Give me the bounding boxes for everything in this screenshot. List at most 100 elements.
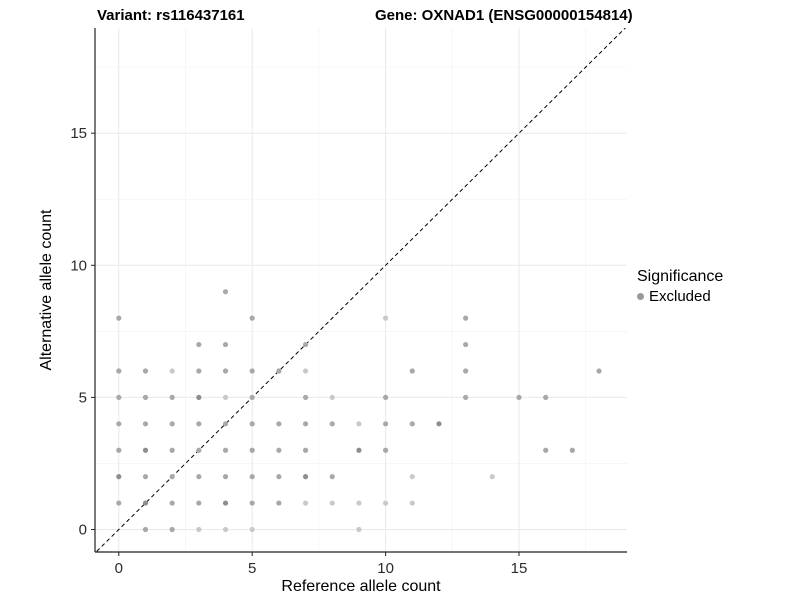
data-point	[169, 394, 175, 400]
gene-title: Gene: OXNAD1 (ENSG00000154814)	[375, 7, 633, 24]
data-point	[302, 394, 309, 400]
data-point	[196, 500, 202, 506]
data-point	[463, 341, 469, 348]
data-point	[116, 500, 122, 506]
data-point	[116, 447, 122, 453]
data-point	[142, 526, 149, 533]
data-point	[383, 500, 389, 506]
data-point	[169, 368, 175, 374]
data-point	[356, 421, 362, 427]
data-point	[196, 394, 202, 400]
data-point	[329, 474, 335, 480]
legend-entry-label: Excluded	[649, 288, 711, 305]
data-point	[116, 474, 122, 480]
data-point	[329, 421, 335, 427]
data-point	[356, 447, 362, 453]
data-point	[249, 500, 255, 506]
data-point	[276, 474, 282, 480]
data-point	[116, 368, 122, 374]
data-point	[222, 500, 229, 506]
data-point	[276, 447, 282, 453]
data-point	[329, 500, 335, 506]
x-tick-label: 5	[248, 560, 256, 577]
legend: Significance Excluded	[637, 268, 723, 305]
identity-line	[95, 28, 626, 552]
y-tick-label: 5	[79, 389, 87, 406]
data-point	[569, 447, 575, 453]
data-point	[463, 368, 469, 374]
data-point	[302, 341, 309, 348]
x-tick-label: 0	[115, 560, 123, 577]
data-point	[142, 447, 149, 453]
data-point	[196, 421, 202, 427]
data-point	[196, 526, 202, 533]
data-point	[169, 421, 175, 427]
data-point	[276, 500, 282, 506]
x-tick-label: 15	[511, 560, 528, 577]
excluded-point-icon	[637, 293, 644, 300]
data-point	[356, 526, 362, 533]
data-point	[596, 368, 602, 374]
data-point	[463, 394, 469, 400]
data-point	[436, 421, 442, 427]
data-point	[302, 447, 309, 453]
data-point	[222, 394, 229, 400]
data-point	[249, 474, 255, 480]
legend-entry-excluded: Excluded	[637, 288, 723, 305]
data-point	[302, 368, 309, 374]
data-point	[463, 315, 469, 321]
data-point	[196, 341, 202, 348]
data-point	[249, 526, 255, 533]
data-point	[383, 394, 389, 400]
data-point	[116, 394, 122, 400]
data-point	[356, 500, 362, 506]
data-point	[409, 500, 415, 506]
data-point	[142, 394, 149, 400]
data-point	[249, 447, 255, 453]
legend-title: Significance	[637, 268, 724, 285]
data-point	[222, 447, 229, 453]
data-point	[543, 447, 549, 453]
y-axis-label: Alternative allele count	[38, 209, 55, 371]
data-point	[169, 474, 175, 480]
data-point	[142, 368, 149, 374]
data-point	[249, 315, 255, 321]
data-point	[302, 421, 309, 427]
data-point	[222, 289, 229, 295]
data-point	[409, 474, 415, 480]
data-point	[249, 421, 255, 427]
y-tick-label: 10	[70, 257, 87, 274]
data-point	[222, 368, 229, 374]
y-tick-label: 0	[79, 522, 87, 539]
data-point	[409, 421, 415, 427]
x-axis-label: Reference allele count	[281, 578, 441, 595]
data-point	[383, 447, 389, 453]
data-point	[142, 474, 149, 480]
data-point	[302, 474, 309, 480]
y-tick-label: 15	[70, 125, 87, 142]
data-point	[489, 474, 495, 480]
data-point	[222, 421, 229, 427]
data-point	[196, 447, 202, 453]
data-point	[116, 315, 122, 321]
data-point	[222, 526, 229, 533]
data-point	[383, 315, 389, 321]
data-point	[222, 474, 229, 480]
data-point	[142, 421, 149, 427]
data-point	[329, 394, 335, 400]
x-tick-label: 10	[377, 560, 394, 577]
data-point	[543, 394, 549, 400]
data-point	[516, 394, 522, 400]
data-point	[169, 526, 175, 533]
data-point	[196, 368, 202, 374]
data-point	[196, 474, 202, 480]
data-point	[383, 421, 389, 427]
data-point	[249, 368, 255, 374]
data-point	[169, 447, 175, 453]
data-point	[409, 368, 415, 374]
variant-title: Variant: rs116437161	[97, 7, 245, 24]
data-point	[249, 394, 255, 400]
data-point	[116, 421, 122, 427]
